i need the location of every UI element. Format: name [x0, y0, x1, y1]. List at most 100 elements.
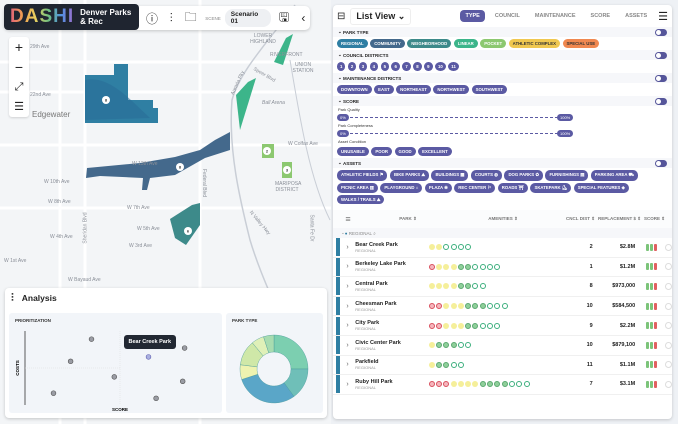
- sliders-icon[interactable]: ⫶: [169, 10, 173, 25]
- chip-park-type[interactable]: COMMUNITY: [370, 39, 405, 48]
- chip-assets[interactable]: ROADS ⛩: [497, 183, 528, 193]
- chip-assets[interactable]: FURNISHINGS ▤: [545, 170, 589, 181]
- expand-chevron-icon[interactable]: ›: [346, 341, 349, 349]
- chip-park-type[interactable]: NEIGHBORHOOD: [407, 39, 452, 48]
- chip-park-type[interactable]: POCKET: [480, 39, 507, 48]
- map[interactable]: 8 2 3 8 6 29th Ave 22nd Ave Edgewater W …: [0, 0, 331, 424]
- chip-park-type[interactable]: REGIONAL: [337, 39, 368, 48]
- chip-council[interactable]: 10: [435, 62, 446, 71]
- chip-assets[interactable]: PARKING AREA ⛟: [590, 170, 638, 181]
- select-radio[interactable]: [665, 243, 672, 251]
- tab-council[interactable]: COUNCIL: [494, 13, 520, 19]
- chip-council[interactable]: 6: [391, 62, 400, 71]
- chip-assets[interactable]: COURTS ◍: [470, 170, 502, 181]
- select-radio[interactable]: [665, 361, 672, 369]
- table-row[interactable]: › Central Park REGIONAL 8 $973,000: [333, 277, 672, 297]
- chip-park-type[interactable]: LINEAR: [453, 39, 478, 48]
- chip-assets[interactable]: DOG PARKS ✿: [504, 170, 543, 181]
- toggle[interactable]: [655, 159, 667, 167]
- expand-chevron-icon[interactable]: ›: [346, 361, 349, 369]
- park-quality-slider[interactable]: 0% 100%: [337, 113, 668, 122]
- chip-score[interactable]: POOR: [371, 147, 393, 156]
- section-assets[interactable]: ⌄ ASSETS: [333, 158, 672, 168]
- tab-score[interactable]: SCORE: [590, 13, 611, 19]
- chip-council[interactable]: 3: [358, 62, 368, 71]
- chip-park-type[interactable]: ATHLETIC COMPLEX: [508, 39, 561, 48]
- park-polygon-neighborhood[interactable]: [170, 203, 200, 245]
- section-score[interactable]: ⌄ SCORE: [333, 96, 672, 106]
- chip-maintenance[interactable]: EAST: [374, 85, 394, 94]
- folder-icon[interactable]: 🗀: [184, 9, 197, 24]
- expand-chevron-icon[interactable]: ›: [346, 302, 349, 310]
- table-row[interactable]: › Bear Creek Park REGIONAL 2 $2.8M: [333, 238, 672, 258]
- chip-score[interactable]: UNUSABLE: [337, 147, 369, 156]
- chip-assets[interactable]: BIKE PARKS ⛰: [389, 170, 429, 181]
- chip-assets[interactable]: ATHLETIC FIELDS ⚑: [337, 170, 388, 181]
- chip-maintenance[interactable]: DOWNTOWN: [337, 85, 372, 94]
- select-radio[interactable]: [665, 322, 672, 330]
- donut-slice[interactable]: [241, 374, 295, 404]
- park-polygon-community[interactable]: [86, 132, 230, 190]
- fullscreen-icon[interactable]: ⤢: [14, 81, 24, 93]
- chip-council[interactable]: 8: [413, 62, 422, 71]
- menu-icon[interactable]: ☰: [658, 10, 668, 23]
- chip-council[interactable]: 1: [337, 62, 346, 71]
- section-park-type[interactable]: ⌄ PARK TYPE: [333, 27, 672, 37]
- section-council[interactable]: ⌄ COUNCIL DISTRICTS: [333, 50, 672, 60]
- expand-chevron-icon[interactable]: ›: [346, 322, 349, 330]
- chip-park-type[interactable]: SPECIAL USE: [562, 39, 600, 48]
- chip-assets[interactable]: BUILDINGS ▦: [431, 170, 469, 181]
- toggle[interactable]: [655, 74, 667, 82]
- chip-assets[interactable]: WALKS / TRAILS ⛰: [337, 195, 385, 204]
- chip-assets[interactable]: SKATEPARK ⛸: [530, 183, 572, 193]
- save-icon[interactable]: 🖫: [278, 9, 290, 24]
- tab-maintenance[interactable]: MAINTENANCE: [534, 13, 576, 19]
- zoom-in-button[interactable]: +: [14, 39, 24, 55]
- donut-slice[interactable]: [263, 334, 275, 354]
- chip-score[interactable]: GOOD: [394, 147, 416, 156]
- chip-council[interactable]: 5: [380, 62, 389, 71]
- zoom-out-button[interactable]: −: [14, 59, 24, 75]
- col-replacement[interactable]: REPLACEMENT $ ⇕: [597, 216, 641, 221]
- donut-slice[interactable]: [273, 334, 309, 370]
- expand-chevron-icon[interactable]: ›: [346, 282, 349, 290]
- expand-chevron-icon[interactable]: ›: [346, 243, 349, 251]
- chip-maintenance[interactable]: NORTHWEST: [433, 85, 470, 94]
- chip-assets[interactable]: PICNIC AREA ▥: [337, 183, 378, 193]
- expand-chevron-icon[interactable]: ›: [346, 263, 349, 271]
- scene-select[interactable]: Scenario 01: [224, 9, 272, 27]
- filter-icon[interactable]: ≡: [345, 214, 351, 224]
- table-row[interactable]: › Civic Center Park REGIONAL 10 $879,100: [333, 336, 672, 356]
- table-row[interactable]: › City Park REGIONAL 9 $2.2M: [333, 316, 672, 336]
- chip-maintenance[interactable]: NORTHEAST: [396, 85, 431, 94]
- scatter-point[interactable]: [180, 378, 186, 385]
- col-park[interactable]: PARK ⇕: [399, 216, 417, 221]
- section-maintenance[interactable]: ⌄ MAINTENANCE DISTRICTS: [333, 73, 672, 83]
- chip-council[interactable]: 11: [448, 62, 459, 71]
- table-row[interactable]: › Berkeley Lake Park REGIONAL 1 $1.2M: [333, 257, 672, 278]
- legend-list-icon[interactable]: ☰: [14, 101, 24, 113]
- table-row[interactable]: › Cheesman Park REGIONAL 10 $584,500: [333, 297, 672, 317]
- table-row[interactable]: › Parkfield REGIONAL 11 $1.1M: [333, 355, 672, 376]
- scatter-point[interactable]: [111, 374, 118, 380]
- chip-maintenance[interactable]: SOUTHWEST: [471, 85, 508, 94]
- toggle[interactable]: [655, 51, 667, 59]
- scatter-point[interactable]: [67, 358, 74, 365]
- scatter-point[interactable]: [153, 395, 159, 402]
- info-icon[interactable]: ⓘ: [146, 11, 159, 26]
- view-select[interactable]: List View ⌄: [350, 7, 412, 25]
- select-radio[interactable]: [665, 263, 672, 271]
- tab-type[interactable]: TYPE: [460, 10, 485, 22]
- park-polygon-linear[interactable]: [274, 34, 293, 65]
- chip-council[interactable]: 4: [369, 62, 379, 71]
- select-radio[interactable]: [665, 380, 672, 388]
- park-polygon-linear[interactable]: [236, 78, 256, 130]
- chip-assets[interactable]: SPECIAL FEATURES ◈: [573, 183, 629, 193]
- chip-council[interactable]: 2: [347, 62, 357, 71]
- chip-council[interactable]: 7: [402, 62, 411, 71]
- select-radio[interactable]: [665, 302, 672, 310]
- scatter-point[interactable]: [145, 354, 152, 360]
- chip-assets[interactable]: REC CENTER ⚐: [454, 183, 496, 193]
- toggle[interactable]: [655, 28, 667, 36]
- group-regional[interactable]: ⌄ ● REGIONAL ⌕: [333, 228, 672, 238]
